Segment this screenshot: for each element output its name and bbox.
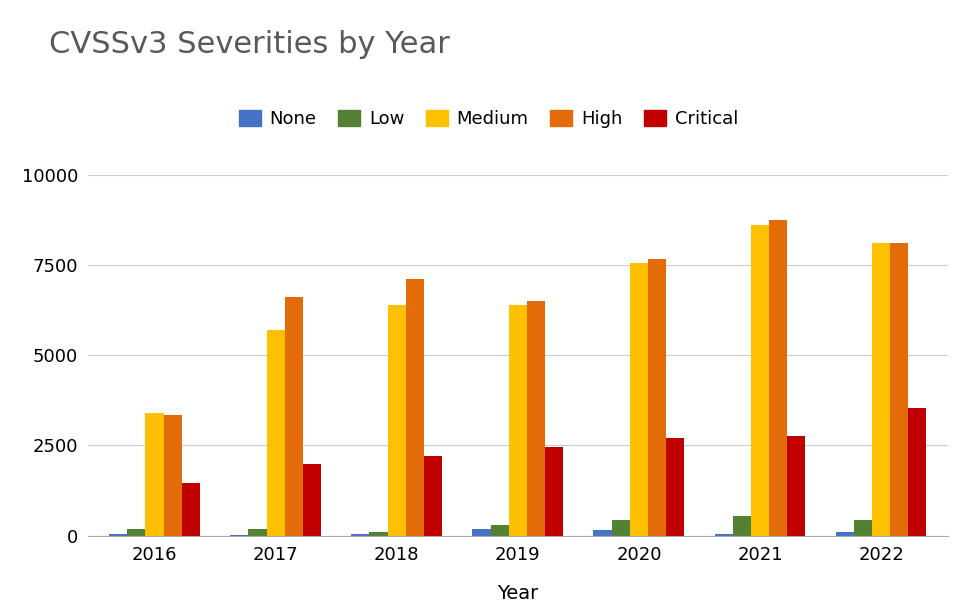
Bar [473,529,490,536]
Bar [424,456,443,536]
Bar [612,520,630,536]
Bar [109,534,127,536]
Bar [490,525,509,536]
Bar [714,534,733,536]
X-axis label: Year: Year [497,585,538,602]
Bar [733,516,751,536]
Bar [630,263,648,536]
Bar [267,330,284,536]
Bar [509,305,527,536]
Bar [182,483,200,536]
Bar [163,415,182,536]
Bar [751,225,769,536]
Bar [545,447,563,536]
Bar [352,534,369,536]
Bar [388,305,405,536]
Legend: None, Low, Medium, High, Critical: None, Low, Medium, High, Critical [232,102,745,135]
Bar [648,259,666,536]
Bar [369,532,388,536]
Bar [248,529,267,536]
Bar [909,408,926,536]
Bar [593,530,612,536]
Bar [527,301,545,536]
Bar [231,535,248,536]
Bar [284,297,303,536]
Bar [787,436,805,536]
Bar [854,520,872,536]
Bar [303,464,321,536]
Bar [666,438,684,536]
Bar [127,529,146,536]
Text: CVSSv3 Severities by Year: CVSSv3 Severities by Year [49,30,449,59]
Bar [405,279,424,536]
Bar [146,413,163,536]
Bar [890,243,909,536]
Bar [835,532,854,536]
Bar [769,220,787,536]
Bar [872,243,890,536]
